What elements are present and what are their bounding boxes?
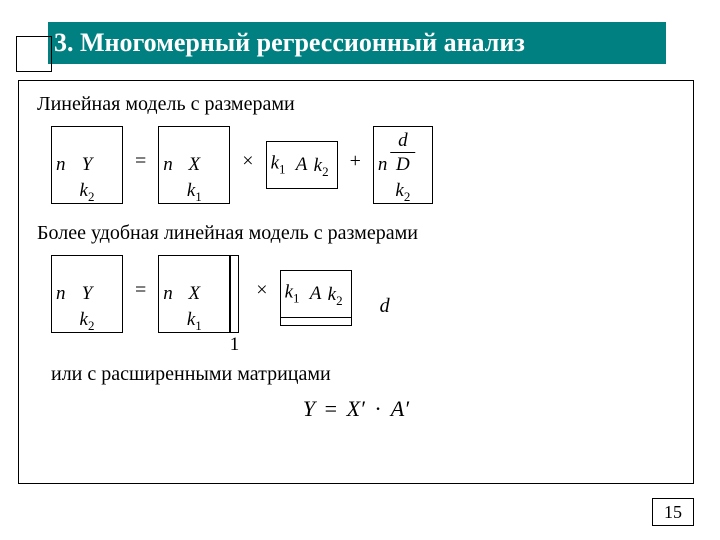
label-one: 1 — [230, 334, 240, 356]
matrix-D: d n D k2 — [373, 126, 433, 204]
eq-Ap: A′ — [391, 396, 409, 421]
eq-Xp: X′ — [347, 396, 365, 421]
op-eq: = — [135, 150, 146, 173]
equation-row-2: n Y k2 = n X k1 1 × k1 A k2 d — [51, 255, 675, 333]
label-X: X — [188, 154, 200, 176]
matrix-Y: n Y k2 — [51, 126, 123, 204]
dim-k2: k2 — [328, 284, 343, 309]
slide: 3. Многомерный регрессионный анализ Лине… — [0, 0, 720, 540]
label-d-top: d — [390, 130, 416, 153]
slide-title: 3. Многомерный регрессионный анализ — [48, 28, 525, 58]
final-equation: Y = X′ · A′ — [37, 396, 675, 422]
matrix-A2: k1 A k2 — [280, 270, 352, 318]
matrix-X2: n X k1 1 — [158, 255, 230, 333]
page-number: 15 — [652, 498, 694, 526]
matrix-X: n X k1 — [158, 126, 230, 204]
dim-n: n — [163, 283, 173, 305]
op-plus: + — [350, 150, 361, 173]
eq-eq: = — [325, 396, 337, 421]
dim-k1: k1 — [271, 153, 286, 178]
text-line-2: Более удобная линейная модель с размерам… — [37, 222, 675, 245]
dim-k2: k2 — [314, 155, 329, 180]
content-box: Линейная модель с размерами n Y k2 = n X… — [18, 80, 694, 484]
dim-n: n — [378, 154, 388, 176]
dim-k2: k2 — [80, 180, 95, 205]
augment-row — [280, 318, 352, 326]
label-A: A — [310, 283, 322, 305]
title-accent-box — [16, 36, 52, 72]
label-Y: Y — [82, 154, 93, 176]
op-times: × — [242, 150, 253, 173]
dim-k1: k1 — [187, 180, 202, 205]
eq-dot: · — [374, 396, 381, 421]
dim-k1: k1 — [187, 309, 202, 334]
label-D: D — [396, 154, 410, 176]
dim-n: n — [56, 154, 66, 176]
matrix-Y2: n Y k2 — [51, 255, 123, 333]
title-bar: 3. Многомерный регрессионный анализ — [48, 22, 666, 64]
equation-row-1: n Y k2 = n X k1 × k1 A k2 + d n — [51, 126, 675, 204]
matrix-A: k1 A k2 — [266, 141, 338, 189]
dim-n: n — [163, 154, 173, 176]
dim-n: n — [56, 283, 66, 305]
dim-k1: k1 — [285, 282, 300, 307]
label-A: A — [296, 154, 308, 176]
label-Y: Y — [82, 283, 93, 305]
page-number-text: 15 — [664, 502, 682, 523]
dim-k2: k2 — [395, 180, 410, 205]
op-times: × — [256, 279, 267, 302]
op-eq: = — [135, 279, 146, 302]
text-line-1: Линейная модель с размерами — [37, 93, 675, 116]
dim-k2: k2 — [80, 309, 95, 334]
label-X: X — [188, 283, 200, 305]
eq-Y: Y — [303, 396, 315, 421]
text-line-3: или с расширенными матрицами — [51, 363, 675, 386]
augment-column — [230, 255, 239, 333]
label-d-right: d — [380, 295, 390, 318]
